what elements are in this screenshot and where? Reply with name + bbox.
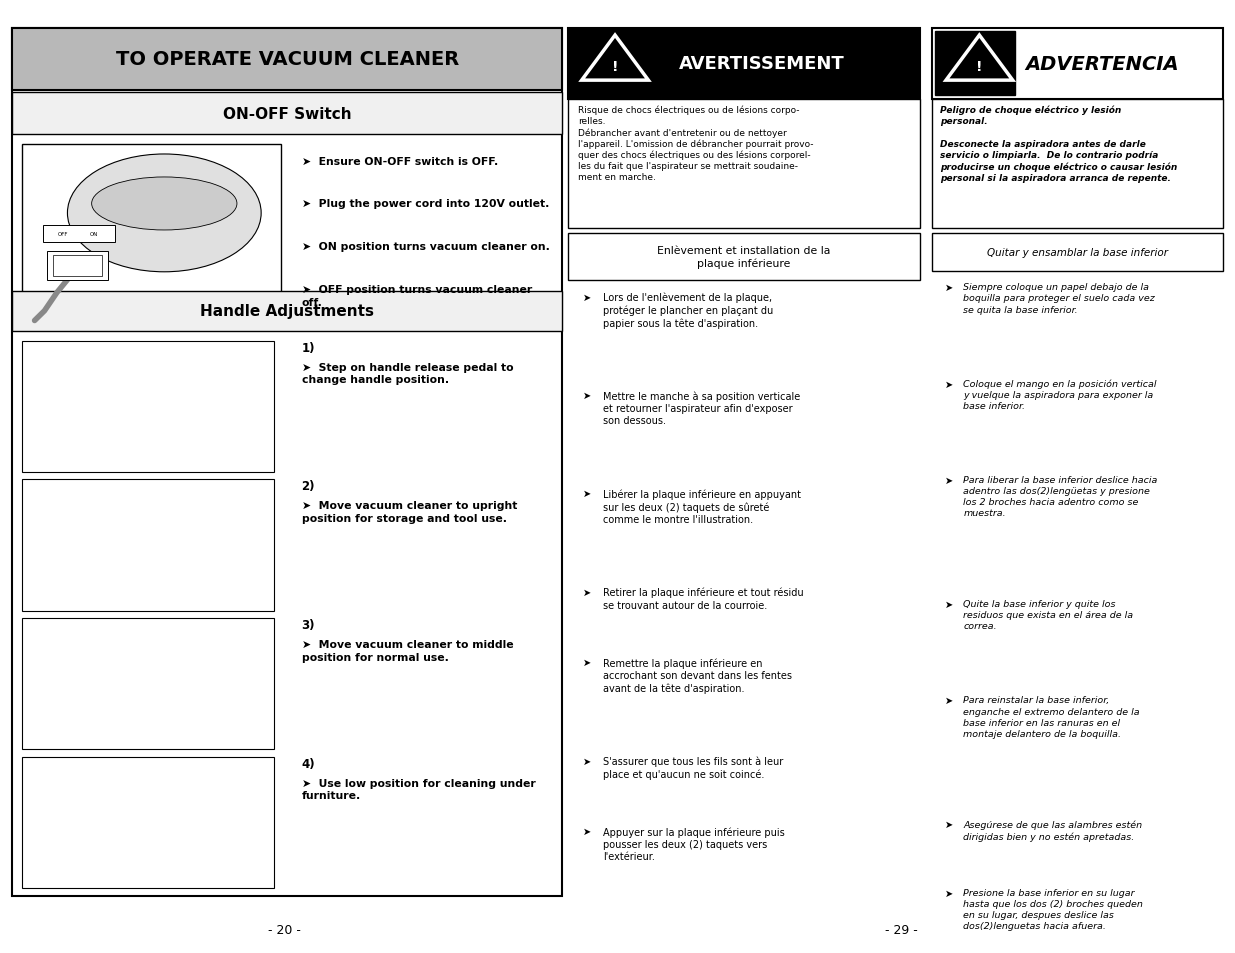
Text: ➤  Move vacuum cleaner to middle
position for normal use.: ➤ Move vacuum cleaner to middle position… (301, 639, 514, 661)
Text: Libérer la plaque inférieure en appuyant
sur les deux (2) taquets de sûreté
comm: Libérer la plaque inférieure en appuyant… (603, 489, 800, 525)
Text: Lors de l'enlèvement de la plaque,
protéger le plancher en plaçant du
papier sou: Lors de l'enlèvement de la plaque, proté… (603, 293, 773, 329)
FancyBboxPatch shape (47, 253, 109, 281)
Text: Enlèvement et installation de la
plaque inférieure: Enlèvement et installation de la plaque … (657, 246, 831, 269)
Text: Desconecte la aspiradora antes de darle
servicio o limpiarla.  De lo contrario p: Desconecte la aspiradora antes de darle … (940, 140, 1177, 183)
FancyBboxPatch shape (568, 100, 920, 229)
FancyBboxPatch shape (932, 29, 1223, 100)
Text: Risque de chocs électriques ou de lésions corpo-
relles.
Débrancher avant d'entr: Risque de chocs électriques ou de lésion… (578, 106, 814, 182)
FancyBboxPatch shape (22, 145, 280, 326)
Text: Mettre le manche à sa position verticale
et retourner l'aspirateur afin d'expose: Mettre le manche à sa position verticale… (603, 391, 800, 426)
Text: ➤  OFF position turns vacuum cleaner
off.: ➤ OFF position turns vacuum cleaner off. (301, 285, 532, 307)
FancyBboxPatch shape (932, 233, 1223, 272)
Text: Peligro de choque eléctrico y lesión
personal.: Peligro de choque eléctrico y lesión per… (940, 106, 1121, 127)
Text: Retirer la plaque inférieure et tout résidu
se trouvant autour de la courroie.: Retirer la plaque inférieure et tout rés… (603, 587, 803, 610)
FancyBboxPatch shape (43, 226, 115, 243)
Text: ➤: ➤ (945, 599, 953, 609)
FancyBboxPatch shape (12, 29, 562, 91)
Text: Presione la base inferior en su lugar
hasta que los dos (2) broches queden
en su: Presione la base inferior en su lugar ha… (963, 888, 1144, 930)
FancyBboxPatch shape (22, 341, 274, 473)
Text: 2): 2) (301, 480, 315, 493)
Text: Coloque el mango en la posición vertical
y vuelque la aspiradora para exponer la: Coloque el mango en la posición vertical… (963, 379, 1157, 411)
Polygon shape (582, 36, 648, 81)
Text: TO OPERATE VACUUM CLEANER: TO OPERATE VACUUM CLEANER (116, 51, 458, 69)
Text: 3): 3) (301, 618, 315, 632)
Text: ➤  Plug the power cord into 120V outlet.: ➤ Plug the power cord into 120V outlet. (301, 199, 548, 209)
Text: ➤: ➤ (945, 888, 953, 898)
Text: AVERTISSEMENT: AVERTISSEMENT (679, 55, 845, 73)
FancyBboxPatch shape (568, 29, 920, 100)
FancyBboxPatch shape (12, 29, 562, 896)
Polygon shape (946, 36, 1013, 81)
Text: ➤: ➤ (583, 658, 592, 667)
Text: ➤: ➤ (583, 756, 592, 765)
Text: ➤: ➤ (583, 587, 592, 597)
Text: 1): 1) (301, 341, 315, 355)
FancyBboxPatch shape (22, 758, 274, 888)
Text: ➤  Use low position for cleaning under
furniture.: ➤ Use low position for cleaning under fu… (301, 779, 535, 801)
FancyBboxPatch shape (12, 292, 562, 332)
Text: Handle Adjustments: Handle Adjustments (200, 304, 374, 319)
Text: - 29 -: - 29 - (885, 923, 918, 936)
Text: ➤: ➤ (583, 489, 592, 498)
Text: Asegúrese de que las alambres estén
dirigidas bien y no estén apretadas.: Asegúrese de que las alambres estén diri… (963, 820, 1142, 841)
Text: Quitar y ensamblar la base inferior: Quitar y ensamblar la base inferior (987, 248, 1168, 257)
Text: - 20 -: - 20 - (268, 923, 300, 936)
Text: ➤: ➤ (945, 283, 953, 293)
Text: ➤: ➤ (945, 696, 953, 705)
FancyBboxPatch shape (12, 92, 562, 135)
Ellipse shape (91, 178, 237, 231)
Text: 4): 4) (301, 758, 315, 770)
Text: ON-OFF Switch: ON-OFF Switch (222, 107, 352, 121)
Text: Para reinstalar la base inferior,
enganche el extremo delantero de la
base infer: Para reinstalar la base inferior, enganc… (963, 696, 1140, 738)
FancyBboxPatch shape (932, 100, 1223, 229)
Text: Appuyer sur la plaque inférieure puis
pousser les deux (2) taquets vers
l'extéri: Appuyer sur la plaque inférieure puis po… (603, 826, 784, 862)
Text: ➤: ➤ (583, 293, 592, 302)
Text: ➤  Move vacuum cleaner to upright
position for storage and tool use.: ➤ Move vacuum cleaner to upright positio… (301, 501, 517, 523)
FancyBboxPatch shape (571, 32, 655, 96)
Text: !: ! (976, 60, 983, 74)
Text: ON: ON (90, 232, 99, 236)
Text: ➤: ➤ (945, 476, 953, 485)
FancyBboxPatch shape (935, 32, 1015, 96)
Text: Remettre la plaque inférieure en
accrochant son devant dans les fentes
avant de : Remettre la plaque inférieure en accroch… (603, 658, 792, 694)
Text: OFF: OFF (58, 232, 68, 236)
FancyBboxPatch shape (22, 618, 274, 750)
Text: ➤: ➤ (583, 391, 592, 400)
Text: ➤  Step on handle release pedal to
change handle position.: ➤ Step on handle release pedal to change… (301, 362, 514, 384)
Text: S'assurer que tous les fils sont à leur
place et qu'aucun ne soit coincé.: S'assurer que tous les fils sont à leur … (603, 756, 783, 780)
FancyBboxPatch shape (53, 256, 103, 277)
Text: Quite la base inferior y quite los
residuos que exista en el área de la
correa.: Quite la base inferior y quite los resid… (963, 599, 1134, 631)
FancyBboxPatch shape (22, 480, 274, 611)
Text: !: ! (611, 60, 619, 74)
Text: Para liberar la base inferior deslice hacia
adentro las dos(2)lengüetas y presio: Para liberar la base inferior deslice ha… (963, 476, 1157, 517)
Text: Siempre coloque un papel debajo de la
boquilla para proteger el suelo cada vez
s: Siempre coloque un papel debajo de la bo… (963, 283, 1155, 314)
Text: ADVERTENCIA: ADVERTENCIA (1025, 55, 1178, 73)
Text: ➤  Ensure ON-OFF switch is OFF.: ➤ Ensure ON-OFF switch is OFF. (301, 156, 498, 166)
Text: ➤  ON position turns vacuum cleaner on.: ➤ ON position turns vacuum cleaner on. (301, 242, 550, 252)
Ellipse shape (68, 154, 261, 273)
Text: ➤: ➤ (945, 820, 953, 829)
Text: ➤: ➤ (583, 826, 592, 836)
FancyBboxPatch shape (568, 233, 920, 281)
Text: ➤: ➤ (945, 379, 953, 389)
